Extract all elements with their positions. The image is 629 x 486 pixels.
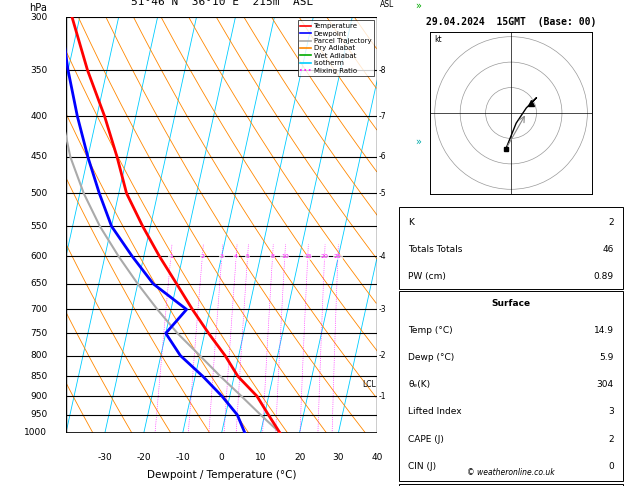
Text: 950: 950	[30, 410, 47, 419]
Text: -6: -6	[379, 153, 387, 161]
Text: -20: -20	[136, 453, 151, 462]
Text: 3: 3	[220, 255, 224, 260]
Text: kt: kt	[435, 35, 442, 44]
Text: CIN (J): CIN (J)	[408, 462, 437, 471]
Text: 20: 20	[294, 453, 305, 462]
Text: -7: -7	[379, 112, 387, 121]
Text: -4: -4	[379, 252, 387, 260]
Text: 10: 10	[255, 453, 267, 462]
Text: 304: 304	[597, 380, 614, 389]
Text: K: K	[408, 218, 415, 226]
Text: 30: 30	[333, 453, 344, 462]
Text: »: »	[415, 0, 421, 10]
Legend: Temperature, Dewpoint, Parcel Trajectory, Dry Adiabat, Wet Adiabat, Isotherm, Mi: Temperature, Dewpoint, Parcel Trajectory…	[298, 20, 374, 76]
Text: 1: 1	[169, 255, 173, 260]
Text: -3: -3	[379, 305, 387, 314]
Text: 0: 0	[219, 453, 225, 462]
Text: 2: 2	[608, 434, 614, 444]
Text: LCL: LCL	[362, 380, 376, 389]
Text: Dewp (°C): Dewp (°C)	[408, 353, 455, 362]
Text: 25: 25	[334, 255, 342, 260]
Text: 600: 600	[30, 252, 47, 260]
Text: Temp (°C): Temp (°C)	[408, 326, 453, 335]
Text: »: »	[415, 400, 421, 411]
Bar	[399, 208, 623, 289]
Text: 500: 500	[30, 189, 47, 198]
Text: 800: 800	[30, 351, 47, 360]
Text: © weatheronline.co.uk: © weatheronline.co.uk	[467, 469, 555, 477]
Text: 29.04.2024  15GMT  (Base: 00): 29.04.2024 15GMT (Base: 00)	[426, 17, 596, 27]
Text: 20: 20	[321, 255, 328, 260]
Text: -8: -8	[379, 66, 386, 75]
Text: 1000: 1000	[25, 428, 47, 437]
Text: »: »	[415, 136, 421, 146]
Text: km
ASL: km ASL	[380, 0, 394, 9]
Text: -10: -10	[175, 453, 190, 462]
Text: CAPE (J): CAPE (J)	[408, 434, 444, 444]
Text: 10: 10	[281, 255, 289, 260]
Text: Totals Totals: Totals Totals	[408, 245, 463, 254]
Text: θₑ(K): θₑ(K)	[408, 380, 430, 389]
Text: 14.9: 14.9	[594, 326, 614, 335]
Text: 2: 2	[200, 255, 204, 260]
Text: 450: 450	[30, 153, 47, 161]
Text: -5: -5	[379, 189, 387, 198]
Text: 700: 700	[30, 305, 47, 314]
Text: 750: 750	[30, 329, 47, 338]
Text: 550: 550	[30, 222, 47, 231]
Text: -30: -30	[97, 453, 113, 462]
Text: 8: 8	[270, 255, 274, 260]
Text: 4: 4	[234, 255, 238, 260]
Text: 15: 15	[304, 255, 311, 260]
Text: -1: -1	[379, 392, 386, 400]
Text: Lifted Index: Lifted Index	[408, 407, 462, 417]
Text: 350: 350	[30, 66, 47, 75]
Text: 0.89: 0.89	[594, 272, 614, 281]
Text: hPa: hPa	[29, 3, 47, 13]
Text: 900: 900	[30, 392, 47, 400]
Text: 300: 300	[30, 13, 47, 21]
Text: 850: 850	[30, 372, 47, 381]
Text: »: »	[415, 350, 421, 361]
Text: 3: 3	[608, 407, 614, 417]
Text: 650: 650	[30, 279, 47, 288]
Text: PW (cm): PW (cm)	[408, 272, 446, 281]
Text: »: »	[415, 221, 421, 231]
Text: Dewpoint / Temperature (°C): Dewpoint / Temperature (°C)	[147, 470, 296, 480]
Text: 5: 5	[246, 255, 250, 260]
Bar	[399, 291, 623, 481]
Text: 2: 2	[608, 218, 614, 226]
Text: 5.9: 5.9	[599, 353, 614, 362]
Text: -2: -2	[379, 351, 386, 360]
Text: 40: 40	[372, 453, 383, 462]
Text: Surface: Surface	[491, 299, 531, 308]
Text: 46: 46	[603, 245, 614, 254]
Bar	[399, 484, 623, 486]
Text: 400: 400	[30, 112, 47, 121]
Text: 51°46'N  36°10'E  215m  ASL: 51°46'N 36°10'E 215m ASL	[131, 0, 313, 7]
Text: 0: 0	[608, 462, 614, 471]
Text: »: »	[415, 295, 421, 304]
